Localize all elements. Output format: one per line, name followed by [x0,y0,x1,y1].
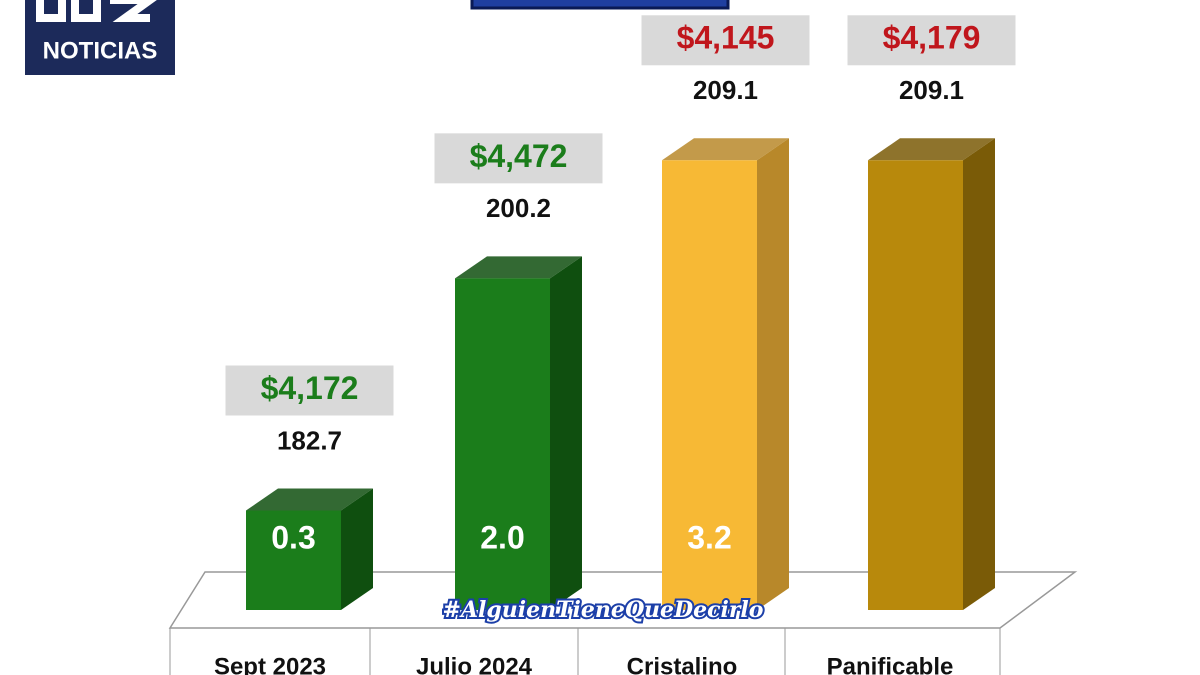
price-label: $4,172 [261,370,359,406]
inner-label: 3.2 [687,519,731,555]
value-label: 200.2 [486,193,551,223]
floor [168,571,1078,629]
value-label: 182.7 [277,425,342,455]
price-label: $4,472 [470,138,568,174]
logo-text: NOTICIAS [43,37,158,64]
bar [868,160,963,610]
logo-mark [36,0,157,22]
price-label: $4,145 [677,20,775,56]
price-box [225,365,394,416]
bar-side [757,138,789,610]
hashtag: #AlguienTieneQueDecirlo [443,597,764,623]
price-box [434,133,603,184]
bar-top [662,138,789,161]
bar [246,510,341,610]
inner-label: 0.3 [271,519,315,555]
bar-side [341,488,373,610]
inner-label: 2.0 [480,519,524,555]
price-label: $4,179 [883,20,981,56]
header-box [470,0,730,10]
bar [455,278,550,610]
value-label: 209.1 [899,75,964,105]
x-tick-label: Cristalino [627,653,738,675]
price-box [641,15,810,66]
bar-top [868,138,995,161]
bar-top [246,488,373,511]
bar [662,160,757,610]
bar-side [963,138,995,610]
x-tick-label: Panificable [827,653,954,675]
bar-top [455,256,582,279]
bar-side [550,256,582,610]
x-tick-label: Sept 2023 [214,653,326,675]
x-tick-label: Julio 2024 [416,653,533,675]
value-label: 209.1 [693,75,758,105]
price-box [847,15,1016,66]
